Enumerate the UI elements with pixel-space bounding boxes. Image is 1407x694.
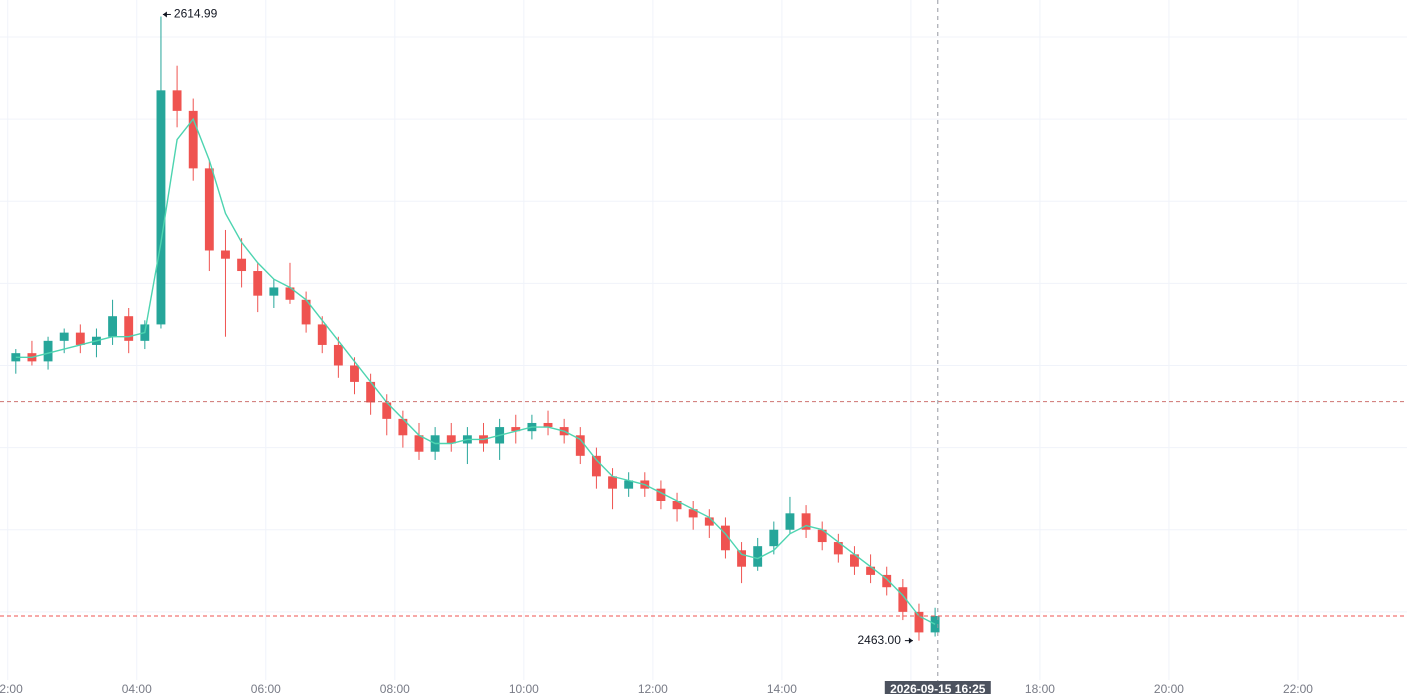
annotation-arrow-head xyxy=(162,11,167,18)
x-tick-label: 02:00 xyxy=(0,682,23,694)
candle-body xyxy=(75,332,85,345)
candle-body xyxy=(850,554,859,567)
candle-body xyxy=(253,271,263,296)
candle-body xyxy=(317,324,327,345)
candle-body xyxy=(366,381,376,403)
x-tick-label: 18:00 xyxy=(1025,682,1055,694)
candle-body xyxy=(43,340,53,362)
candle-body xyxy=(704,517,714,526)
candle-body xyxy=(866,566,876,575)
candle-body xyxy=(446,435,456,444)
candle-body xyxy=(511,427,521,432)
candle-body xyxy=(833,542,843,555)
candle-body xyxy=(801,513,811,530)
candle-body xyxy=(543,422,553,428)
candle-body xyxy=(575,435,585,456)
candle-body xyxy=(672,500,682,510)
candle-body xyxy=(108,316,118,337)
candle-body xyxy=(898,587,908,612)
crosshair-time-label: 2026-09-15 16:25 xyxy=(890,682,986,694)
candle-body xyxy=(608,476,617,489)
candle-body xyxy=(188,110,198,169)
x-tick-label: 14:00 xyxy=(767,682,797,694)
candle-body xyxy=(301,299,311,325)
candle-body xyxy=(914,611,924,633)
x-tick-label: 22:00 xyxy=(1283,682,1313,694)
annotation-arrow-head xyxy=(908,637,913,644)
candle-body xyxy=(237,258,247,272)
candle-body xyxy=(382,402,392,419)
candle-body xyxy=(737,550,746,567)
candle-body xyxy=(204,168,214,251)
x-tick-label: 06:00 xyxy=(251,682,281,694)
candle-body xyxy=(882,574,892,588)
candle-body xyxy=(172,90,182,111)
candle-body xyxy=(285,287,295,300)
candle-body xyxy=(656,488,666,501)
annotation-label: 2614.99 xyxy=(174,7,218,21)
candle-body xyxy=(753,546,763,567)
annotation-label: 2463.00 xyxy=(858,633,902,647)
crosshair-time-box xyxy=(884,681,991,694)
candle-body xyxy=(720,525,730,551)
candle-body xyxy=(769,529,779,547)
candle-body xyxy=(624,480,634,489)
candle-body xyxy=(156,90,166,325)
candle-body xyxy=(221,250,230,259)
x-tick-label: 10:00 xyxy=(509,682,539,694)
x-tick-label: 08:00 xyxy=(380,682,410,694)
candle-body xyxy=(688,509,698,518)
x-tick-label: 20:00 xyxy=(1154,682,1184,694)
candle-body xyxy=(591,455,601,477)
candle-body xyxy=(398,418,408,436)
candle-body xyxy=(817,529,827,543)
candle-body xyxy=(124,316,134,341)
candle-body xyxy=(350,365,359,382)
candle-body xyxy=(333,344,343,366)
candle-body xyxy=(414,435,424,452)
x-tick-label: 04:00 xyxy=(122,682,152,694)
candle-body xyxy=(59,332,69,341)
candle-body xyxy=(269,287,279,296)
x-tick-label: 12:00 xyxy=(638,682,668,694)
moving-average xyxy=(15,117,936,625)
candle-body xyxy=(785,513,795,530)
